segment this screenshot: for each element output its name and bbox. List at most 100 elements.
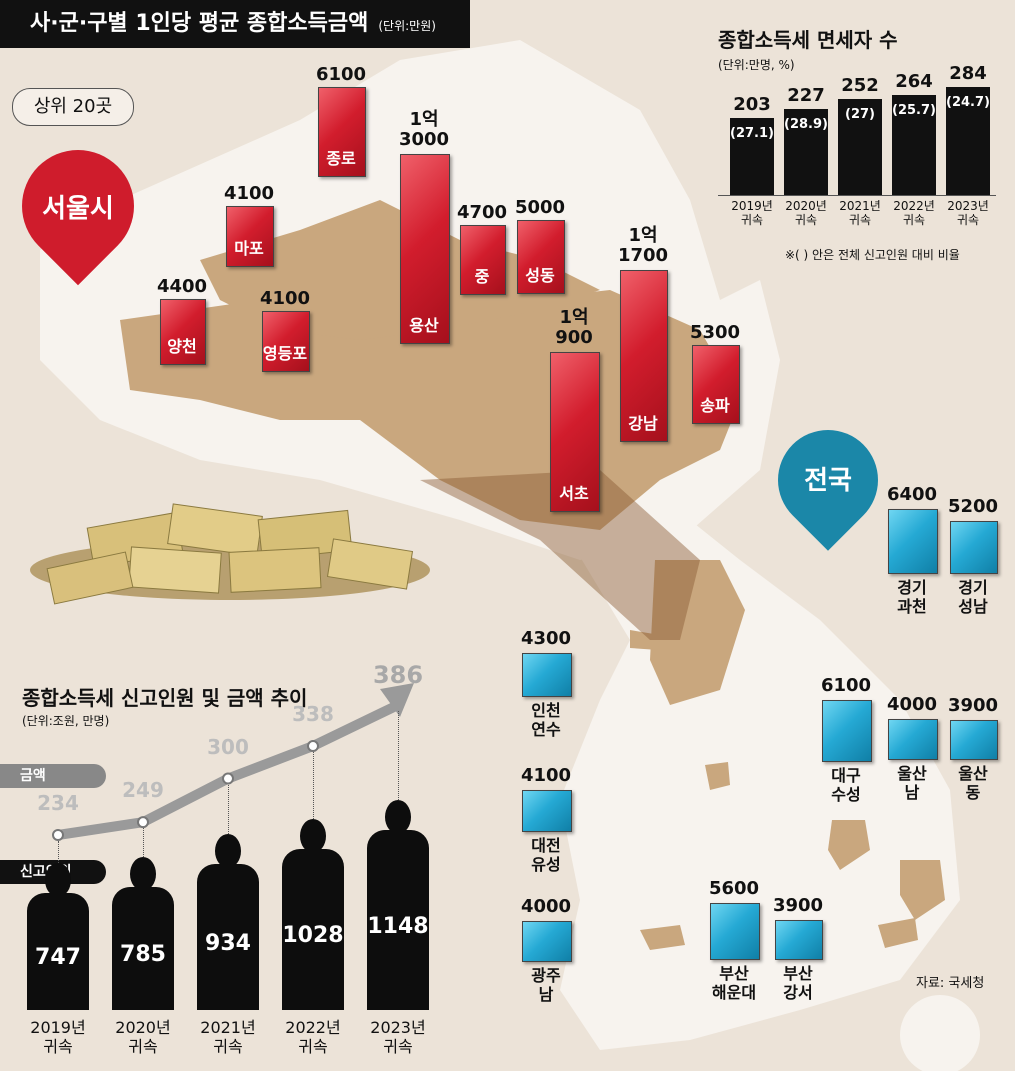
national-value-5: 3900	[947, 694, 999, 716]
seoul-bar-5	[460, 224, 506, 295]
exempt-percent-4: (24.7)	[946, 95, 990, 110]
incheon-shade	[630, 630, 660, 650]
national-value-6: 4100	[520, 764, 572, 786]
seoul-bar-6	[517, 219, 565, 294]
exempt-bar-3	[892, 94, 936, 195]
exempt-title: 종합소득세 면세자 수	[718, 28, 898, 52]
national-value-1: 5200	[947, 496, 999, 518]
amount-value-0: 234	[37, 791, 79, 815]
national-bar-9	[775, 919, 823, 960]
seoul-value-6: 5000	[514, 196, 566, 218]
people-value-2: 934	[205, 930, 251, 956]
trend-year-2: 2021년 귀속	[200, 1018, 256, 1056]
national-name-4: 울산 남	[897, 764, 927, 802]
seoul-bar-9	[692, 345, 740, 424]
people-value-3: 1028	[282, 923, 344, 949]
national-name-0: 경기 과천	[897, 578, 927, 616]
guide-line-1	[143, 828, 144, 863]
seoul-name-3: 종로	[326, 149, 356, 168]
trend-unit: (단위:조원, 만명)	[22, 714, 110, 728]
national-name-6: 대전 유성	[531, 836, 561, 874]
person-body-2	[197, 863, 259, 1010]
jeju-island	[900, 995, 980, 1071]
person-head-2	[215, 833, 241, 868]
seoul-bar-3	[318, 86, 366, 177]
exempt-note: ※( ) 안은 전체 신고인원 대비 비율	[785, 248, 960, 262]
busan-shade	[878, 918, 918, 948]
amount-value-2: 300	[207, 734, 249, 759]
source-note: 자료: 국세청	[916, 976, 985, 991]
amount-arrow-head	[380, 683, 414, 717]
seoul-label: 서울시	[42, 194, 114, 224]
exempt-year-0: 2019년 귀속	[731, 199, 773, 227]
trend-year-0: 2019년 귀속	[30, 1018, 86, 1056]
national-value-4: 4000	[886, 693, 938, 715]
national-name-9: 부산 강서	[783, 964, 813, 1002]
exempt-bar-4	[946, 87, 990, 195]
seoul-value-9: 5300	[689, 322, 741, 344]
amount-value-3: 338	[292, 702, 334, 727]
seoul-value-3: 6100	[315, 63, 367, 85]
national-bar-4	[888, 718, 938, 760]
money-pile	[30, 503, 430, 605]
guide-line-2	[228, 784, 229, 840]
seoul-value-1: 4100	[223, 182, 275, 204]
national-name-1: 경기 성남	[958, 578, 988, 616]
national-name-3: 대구 수성	[831, 766, 861, 804]
focus-beam	[420, 470, 700, 640]
national-value-9: 3900	[772, 894, 824, 916]
amount-point-2	[222, 772, 234, 785]
daegu-shade	[828, 820, 870, 870]
people-value-4: 1148	[367, 914, 429, 939]
exempt-percent-1: (28.9)	[784, 116, 828, 132]
seoul-name-2: 영등포	[262, 344, 308, 363]
exempt-value-4: 284	[949, 63, 987, 84]
national-bar-1	[950, 521, 998, 574]
amount-value-1: 249	[122, 778, 164, 803]
seoul-value-4: 1억 3000	[398, 108, 450, 150]
gwangju-shade	[640, 925, 685, 950]
exempt-baseline	[718, 195, 996, 196]
guide-line-3	[313, 752, 314, 825]
exempt-percent-3: (25.7)	[892, 102, 936, 118]
seoul-value-8: 1억 1700	[617, 225, 669, 267]
exempt-value-3: 264	[895, 70, 933, 92]
exempt-percent-2: (27)	[845, 107, 875, 123]
national-bar-8	[710, 903, 760, 960]
national-bar-6	[522, 789, 572, 832]
national-value-2: 4300	[520, 627, 572, 649]
exempt-year-1: 2020년 귀속	[785, 199, 827, 227]
national-bar-2	[522, 652, 572, 697]
subtitle-pill: 상위 20곳	[12, 88, 134, 126]
seoul-name-8: 강남	[628, 414, 658, 433]
seoul-name-5: 중	[474, 267, 490, 286]
people-value-1: 785	[120, 942, 166, 968]
seoul-bar-4	[400, 153, 450, 344]
seoul-name-9: 송파	[700, 396, 730, 415]
seoul-bar-7	[550, 351, 600, 512]
exempt-unit: (단위:만명, %)	[718, 58, 795, 72]
national-value-7: 4000	[520, 895, 572, 917]
seoul-bar-2	[262, 310, 310, 372]
exempt-percent-0: (27.1)	[730, 125, 774, 141]
person-head-4	[385, 800, 411, 834]
national-bar-7	[522, 920, 572, 962]
trend-year-1: 2020년 귀속	[115, 1018, 171, 1056]
person-head-0	[45, 862, 71, 897]
exempt-year-4: 2023년 귀속	[947, 199, 989, 227]
amount-tag: 금액	[0, 764, 106, 788]
gyeonggi-shade	[650, 560, 745, 705]
exempt-bar-2	[838, 99, 882, 195]
person-body-4	[367, 830, 429, 1010]
seoul-value-5: 4700	[456, 201, 508, 223]
seoul-name-1: 마포	[234, 239, 264, 258]
main-title: 사·군·구별 1인당 평균 종합소득금액 (단위:만원)	[0, 0, 470, 48]
person-head-1	[130, 856, 156, 891]
ulsan-shade	[900, 860, 945, 920]
trend-year-3: 2022년 귀속	[285, 1018, 341, 1056]
person-body-1	[112, 886, 174, 1010]
seoul-bar-1	[226, 205, 274, 267]
national-name-5: 울산 동	[958, 764, 988, 802]
seoul-bar-8	[620, 270, 668, 442]
exempt-value-1: 227	[787, 84, 825, 106]
